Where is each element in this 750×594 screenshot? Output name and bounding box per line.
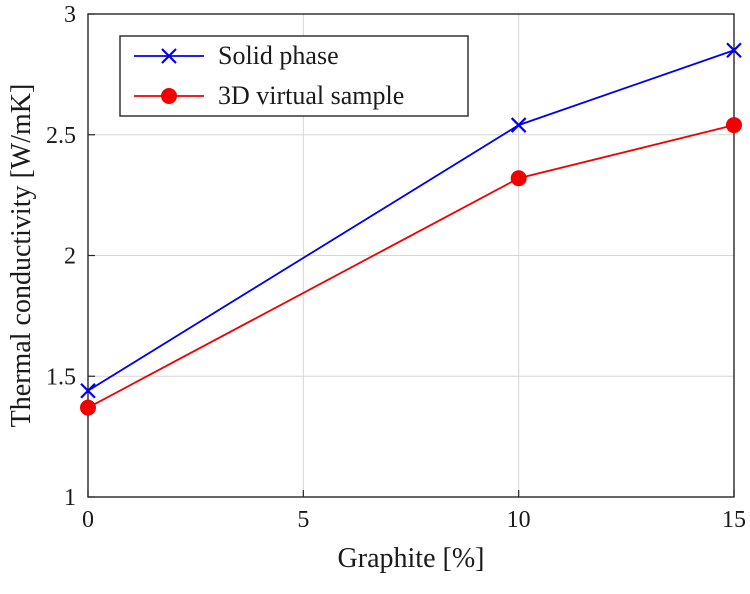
x-tick-label: 0 xyxy=(82,507,94,533)
data-point-marker xyxy=(726,117,742,134)
y-tick-label: 3 xyxy=(64,2,76,28)
x-axis-label: Graphite [%] xyxy=(338,543,485,574)
x-tick-label: 10 xyxy=(507,507,531,533)
data-point-marker xyxy=(510,117,527,133)
plot-border xyxy=(87,13,735,498)
y-axis-label: Thermal conductivity [W/mK] xyxy=(6,84,37,428)
y-tick-label: 2 xyxy=(64,244,76,270)
data-point-marker xyxy=(726,42,742,59)
legend xyxy=(119,35,469,117)
y-tick-label: 1.5 xyxy=(46,364,76,390)
legend-label: Solid phase xyxy=(218,41,339,70)
legend-marker xyxy=(161,48,177,64)
x-tick-label: 15 xyxy=(722,507,746,533)
legend-marker xyxy=(161,88,177,104)
x-tick-label: 5 xyxy=(297,507,309,533)
y-tick-label: 2.5 xyxy=(46,123,76,149)
data-point-marker xyxy=(80,399,96,416)
data-point-marker xyxy=(510,170,527,187)
legend-label: 3D virtual sample xyxy=(218,81,404,110)
y-tick-label: 1 xyxy=(64,485,76,511)
series-line xyxy=(87,124,735,409)
data-point-marker xyxy=(80,382,96,399)
